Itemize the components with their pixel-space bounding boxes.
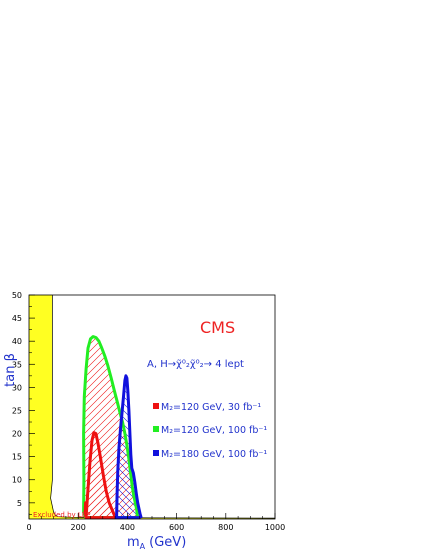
- x-tick-label: 400: [120, 523, 135, 532]
- y-axis-title: tan β: [3, 353, 18, 387]
- y-tick-label: 35: [12, 360, 22, 369]
- legend-label-blue: M₂=180 GeV, 100 fb⁻¹: [161, 449, 267, 460]
- process-label: A, H→χ̃⁰₂χ̃⁰₂→ 4 lept: [147, 358, 244, 370]
- y-tick-label: 5: [17, 499, 22, 508]
- x-tick-label: 800: [218, 523, 233, 532]
- y-tick-label: 10: [12, 476, 22, 485]
- y-tick-label: 20: [12, 430, 22, 439]
- cms-label: CMS: [200, 318, 235, 337]
- legend-swatch-red: [153, 403, 159, 409]
- y-tick-label: 30: [12, 383, 22, 392]
- x-tick-label: 1000: [265, 523, 285, 532]
- axis-ticks: 0 200 400 600 800 1000 5 10 15 20 25 30 35 40 45 50: [12, 291, 285, 532]
- x-axis-title: mA (GeV): [127, 535, 186, 550]
- plot-frame-bg: [29, 295, 275, 519]
- legend-label-green: M₂=120 GeV, 100 fb⁻¹: [161, 425, 267, 436]
- contour-fill-0: [85, 432, 116, 518]
- contour-line-0: [83, 431, 117, 519]
- legend-swatch-green: [153, 426, 159, 432]
- x-tick-label: 200: [71, 523, 86, 532]
- legend-swatch-blue: [153, 450, 159, 456]
- x-tick-label: 600: [169, 523, 184, 532]
- y-tick-label: 40: [12, 337, 22, 346]
- legend: M₂=120 GeV, 30 fb⁻¹ M₂=120 GeV, 100 fb⁻¹…: [153, 402, 267, 460]
- y-tick-label: 50: [12, 291, 22, 300]
- x-axis-title-main: m: [127, 535, 140, 550]
- excluded-label: Excluded by LEP: [33, 511, 90, 519]
- y-tick-label: 45: [12, 314, 22, 323]
- contour-line-2: [114, 374, 143, 519]
- y-tick-label: 15: [12, 453, 22, 462]
- x-tick-label: 0: [26, 523, 31, 532]
- legend-label-red: M₂=120 GeV, 30 fb⁻¹: [161, 402, 261, 413]
- y-tick-label: 25: [12, 406, 22, 415]
- x-axis-title-sub: A: [140, 542, 146, 550]
- plot-area: [29, 295, 275, 519]
- x-axis-title-unit: (GeV): [149, 535, 186, 550]
